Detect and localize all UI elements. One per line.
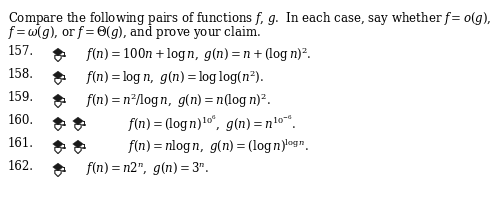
Polygon shape bbox=[53, 163, 63, 171]
Text: 162.: 162. bbox=[8, 159, 34, 172]
Text: $f(n) = \log n,\ g(n) = \log\log(n^2)$.: $f(n) = \log n,\ g(n) = \log\log(n^2)$. bbox=[86, 68, 264, 86]
Text: $f = \omega(g)$, or $f = \Theta(g)$, and prove your claim.: $f = \omega(g)$, or $f = \Theta(g)$, and… bbox=[8, 24, 261, 41]
Text: 157.: 157. bbox=[8, 45, 34, 58]
Polygon shape bbox=[53, 49, 63, 57]
Polygon shape bbox=[53, 118, 63, 125]
Polygon shape bbox=[53, 72, 63, 80]
Text: Compare the following pairs of functions $f$, $g$.  In each case, say whether $f: Compare the following pairs of functions… bbox=[8, 10, 491, 27]
Text: $f(n) = 100n + \log n,\ g(n) = n + (\log n)^2$.: $f(n) = 100n + \log n,\ g(n) = n + (\log… bbox=[86, 45, 312, 64]
Polygon shape bbox=[73, 118, 83, 125]
Text: $f(n) = n^2/\log n,\ g(n) = n(\log n)^2$.: $f(n) = n^2/\log n,\ g(n) = n(\log n)^2$… bbox=[86, 91, 271, 109]
Text: $f(n) = n2^n,\ g(n) = 3^n$.: $f(n) = n2^n,\ g(n) = 3^n$. bbox=[86, 159, 209, 176]
Polygon shape bbox=[53, 141, 63, 148]
Text: $f(n) = (\log n)^{10^6},\ g(n) = n^{10^{-6}}$.: $f(n) = (\log n)^{10^6},\ g(n) = n^{10^{… bbox=[128, 113, 297, 134]
Text: 159.: 159. bbox=[8, 91, 34, 103]
Text: 160.: 160. bbox=[8, 113, 34, 126]
Text: 161.: 161. bbox=[8, 136, 34, 149]
Text: $f(n) = n\log n,\ g(n) = (\log n)^{\log n}$.: $f(n) = n\log n,\ g(n) = (\log n)^{\log … bbox=[128, 136, 309, 155]
Polygon shape bbox=[73, 141, 83, 148]
Polygon shape bbox=[53, 95, 63, 102]
Text: 158.: 158. bbox=[8, 68, 34, 81]
